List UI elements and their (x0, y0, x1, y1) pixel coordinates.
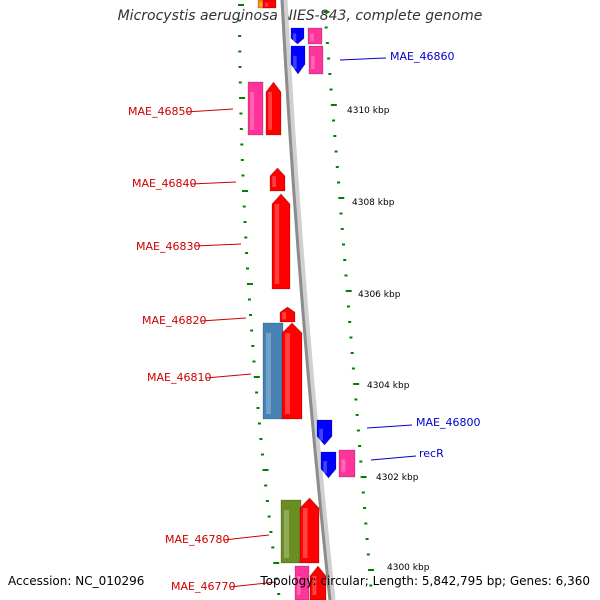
leader-mae-46780 (223, 534, 270, 541)
gene-mae-46810-red-shine (285, 333, 290, 414)
gene-mae-46840[interactable] (269, 167, 286, 192)
leader-lines (185, 57, 417, 588)
gene-recr-blue[interactable] (320, 451, 337, 479)
label-mae-46840[interactable]: MAE_46840 (132, 177, 196, 190)
gene-mae-46840-shine (272, 176, 276, 187)
gene-pink-46860[interactable] (308, 45, 324, 75)
gene-mae-46770-red-shine (312, 576, 317, 595)
leader-mae-46850 (185, 108, 234, 113)
position-label-4306: 4306 kbp (358, 290, 401, 300)
gene-pink-46860-shine (311, 55, 315, 70)
leader-recr (370, 455, 417, 461)
gene-mae-46800[interactable] (316, 419, 333, 446)
gene-mae-46810-steel-shine (266, 333, 271, 414)
gene-mae-46850-pink[interactable] (247, 81, 264, 136)
ticks-group (238, 4, 375, 595)
gene-mae-46780-red[interactable] (299, 497, 320, 564)
gene-mae-46850-red-shine (268, 92, 272, 130)
label-mae-46770[interactable]: MAE_46770 (171, 580, 235, 593)
position-label-4300: 4300 kbp (387, 563, 430, 573)
position-label-4304: 4304 kbp (367, 381, 410, 391)
accession-text: Accession: NC_010296 (8, 574, 145, 588)
gene-recr-pink-shine (341, 459, 346, 473)
gene-mae-46780-olive-shine (284, 510, 289, 558)
position-label-4310: 4310 kbp (347, 106, 390, 116)
label-mae-46860[interactable]: MAE_46860 (390, 50, 454, 63)
label-recr[interactable]: recR (419, 447, 444, 460)
gene-mae-46820-shine (282, 312, 286, 320)
genome-backbone (280, 0, 332, 600)
label-mae-46820[interactable]: MAE_46820 (142, 314, 206, 327)
gene-red-top[interactable] (262, 0, 277, 9)
gene-orange-top-shine (259, 2, 263, 7)
leader-mae-46770 (229, 581, 277, 588)
gene-mae-46770-pink[interactable] (294, 565, 310, 600)
gene-mae-46770-pink-shine (297, 576, 301, 595)
gene-mae-46830-shine (274, 204, 280, 284)
label-mae-46850[interactable]: MAE_46850 (128, 105, 192, 118)
label-mae-46830[interactable]: MAE_46830 (136, 240, 200, 253)
gene-mae-46810-red[interactable] (281, 322, 303, 420)
gene-recr-blue-shine (323, 461, 327, 474)
gene-mae-46830[interactable] (271, 193, 291, 290)
gene-recr-pink[interactable] (338, 449, 356, 478)
topology-text: Topology: circular; Length: 5,842,795 bp… (260, 574, 590, 588)
label-mae-46810[interactable]: MAE_46810 (147, 371, 211, 384)
gene-pink-top-shine (310, 33, 314, 42)
leader-mae-46840 (190, 181, 237, 185)
backbone-shadow (280, 0, 336, 600)
leader-mae-46820 (200, 317, 247, 322)
gene-mae-46780-red-shine (302, 508, 308, 558)
gene-blue-top-shine (292, 33, 297, 42)
leader-mae-46810 (205, 373, 252, 379)
gene-mae-46850-red[interactable] (265, 81, 282, 136)
gene-mae-46770-red[interactable] (309, 565, 327, 600)
leader-mae-46800 (366, 424, 413, 429)
label-mae-46780[interactable]: MAE_46780 (165, 533, 229, 546)
leader-mae-46860 (339, 57, 387, 61)
gene-blue-top[interactable] (290, 27, 305, 45)
labels-group: MAE_46850 MAE_46840 MAE_46830 MAE_46820 … (128, 50, 480, 593)
genes-group (247, 0, 356, 600)
gene-mae-46820[interactable] (279, 306, 296, 323)
gene-pink-top[interactable] (307, 27, 323, 45)
position-label-4302: 4302 kbp (376, 473, 419, 483)
gene-mae-46860-shine (293, 55, 297, 70)
position-label-4308: 4308 kbp (352, 198, 395, 208)
map-title: Microcystis aeruginosa NIES-843, complet… (117, 8, 483, 24)
gene-mae-46800-shine (319, 428, 323, 441)
leader-mae-46830 (194, 243, 242, 247)
gene-red-top-shine (264, 2, 269, 7)
gene-mae-46850-pink-shine (250, 92, 254, 130)
label-mae-46800[interactable]: MAE_46800 (416, 416, 480, 429)
gene-mae-46860[interactable] (290, 45, 306, 75)
